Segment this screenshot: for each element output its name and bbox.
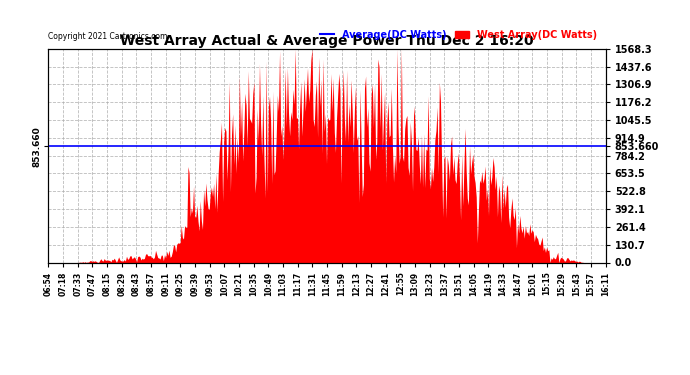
Legend: Average(DC Watts), West Array(DC Watts): Average(DC Watts), West Array(DC Watts) — [316, 26, 601, 44]
Text: Copyright 2021 Cartronics.com: Copyright 2021 Cartronics.com — [48, 32, 168, 41]
Title: West Array Actual & Average Power Thu Dec 2 16:20: West Array Actual & Average Power Thu De… — [120, 34, 534, 48]
